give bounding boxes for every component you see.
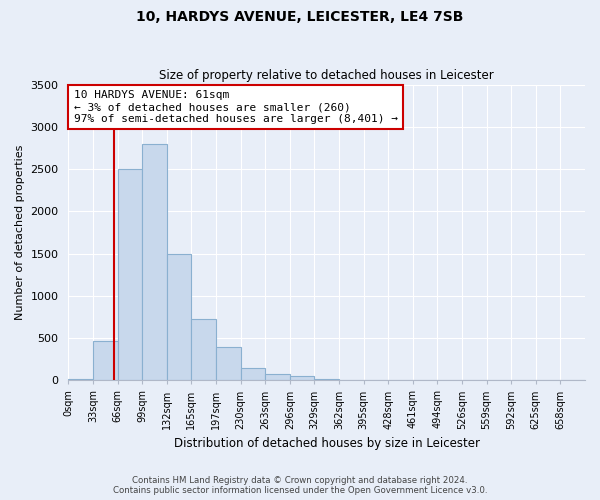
Bar <box>314 378 339 380</box>
Text: 10 HARDYS AVENUE: 61sqm
← 3% of detached houses are smaller (260)
97% of semi-de: 10 HARDYS AVENUE: 61sqm ← 3% of detached… <box>74 90 398 124</box>
Bar <box>241 368 265 380</box>
Text: 10, HARDYS AVENUE, LEICESTER, LE4 7SB: 10, HARDYS AVENUE, LEICESTER, LE4 7SB <box>136 10 464 24</box>
X-axis label: Distribution of detached houses by size in Leicester: Distribution of detached houses by size … <box>174 437 480 450</box>
Bar <box>68 379 93 380</box>
Bar <box>265 374 290 380</box>
Title: Size of property relative to detached houses in Leicester: Size of property relative to detached ho… <box>160 69 494 82</box>
Bar <box>118 169 142 380</box>
Text: Contains HM Land Registry data © Crown copyright and database right 2024.
Contai: Contains HM Land Registry data © Crown c… <box>113 476 487 495</box>
Bar <box>191 320 216 380</box>
Y-axis label: Number of detached properties: Number of detached properties <box>15 144 25 320</box>
Bar <box>216 348 241 380</box>
Bar <box>93 340 118 380</box>
Bar <box>167 254 191 380</box>
Bar <box>290 376 314 380</box>
Bar <box>142 144 167 380</box>
